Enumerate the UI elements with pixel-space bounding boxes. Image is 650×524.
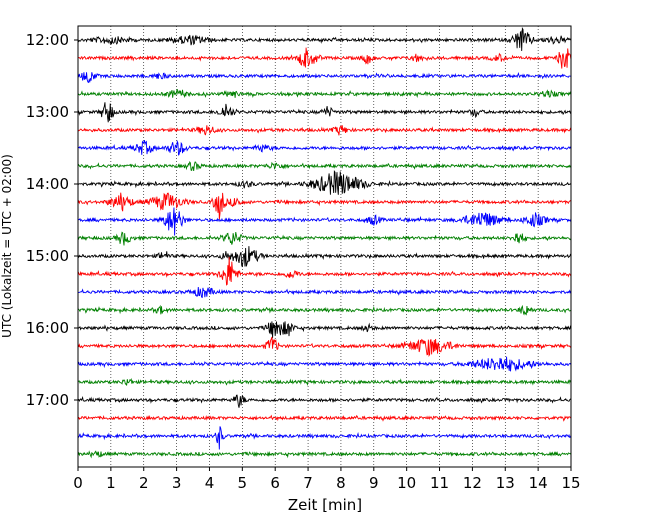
- x-tick-label: 8: [336, 474, 346, 492]
- x-tick-label: 3: [172, 474, 182, 492]
- trace-12:45: [77, 88, 572, 99]
- trace-13:45: [77, 160, 572, 172]
- y-tick-label: 15:00: [26, 247, 69, 265]
- trace-16:15: [77, 336, 572, 357]
- trace-layer: [77, 27, 572, 459]
- x-tick-label: 4: [205, 474, 215, 492]
- trace-12:15: [77, 47, 572, 69]
- axes-layer: 0 1 2 3 4 5 6 7 8 9 10 11 12 13 14 1512:0013:0014:0015:…: [26, 25, 581, 492]
- x-tick-label: 14: [529, 474, 548, 492]
- y-tick-label: 13:00: [26, 103, 69, 121]
- trace-17:45: [77, 450, 572, 459]
- trace-16:00: [77, 321, 572, 339]
- x-tick-label: 0: [73, 474, 83, 492]
- x-tick-label: 1: [106, 474, 116, 492]
- y-tick-label: 14:00: [26, 175, 69, 193]
- trace-16:30: [77, 356, 572, 372]
- trace-16:45: [77, 377, 572, 386]
- trace-15:30: [77, 286, 572, 299]
- y-tick-label: 17:00: [26, 391, 69, 409]
- trace-13:00: [77, 102, 572, 123]
- y-tick-label: 12:00: [26, 31, 69, 49]
- trace-14:15: [77, 192, 572, 220]
- x-tick-label: 5: [238, 474, 248, 492]
- trace-12:00: [77, 27, 572, 51]
- trace-15:45: [78, 304, 572, 316]
- trace-13:30: [77, 139, 572, 156]
- x-tick-label: 9: [369, 474, 379, 492]
- trace-12:30: [77, 71, 572, 84]
- x-axis-label: Zeit [min]: [288, 496, 362, 514]
- trace-14:30: [77, 207, 572, 236]
- trace-17:00: [77, 394, 572, 408]
- x-tick-label: 10: [397, 474, 416, 492]
- trace-15:00: [77, 246, 572, 268]
- x-tick-label: 2: [139, 474, 149, 492]
- trace-17:15: [77, 414, 572, 422]
- x-tick-label: 11: [430, 474, 449, 492]
- y-axis-label: UTC (Lokalzeit = UTC + 02:00): [0, 154, 14, 338]
- trace-15:15: [77, 256, 572, 286]
- trace-14:00: [77, 169, 572, 195]
- x-tick-label: 12: [463, 474, 482, 492]
- plot-frame: [77, 25, 572, 468]
- x-tick-label: 13: [496, 474, 515, 492]
- x-tick-label: 15: [561, 474, 580, 492]
- x-tick-label: 7: [303, 474, 313, 492]
- trace-13:15: [77, 125, 572, 136]
- trace-17:30: [77, 426, 572, 450]
- y-tick-label: 16:00: [26, 319, 69, 337]
- x-tick-label: 6: [270, 474, 280, 492]
- trace-14:45: [77, 231, 572, 246]
